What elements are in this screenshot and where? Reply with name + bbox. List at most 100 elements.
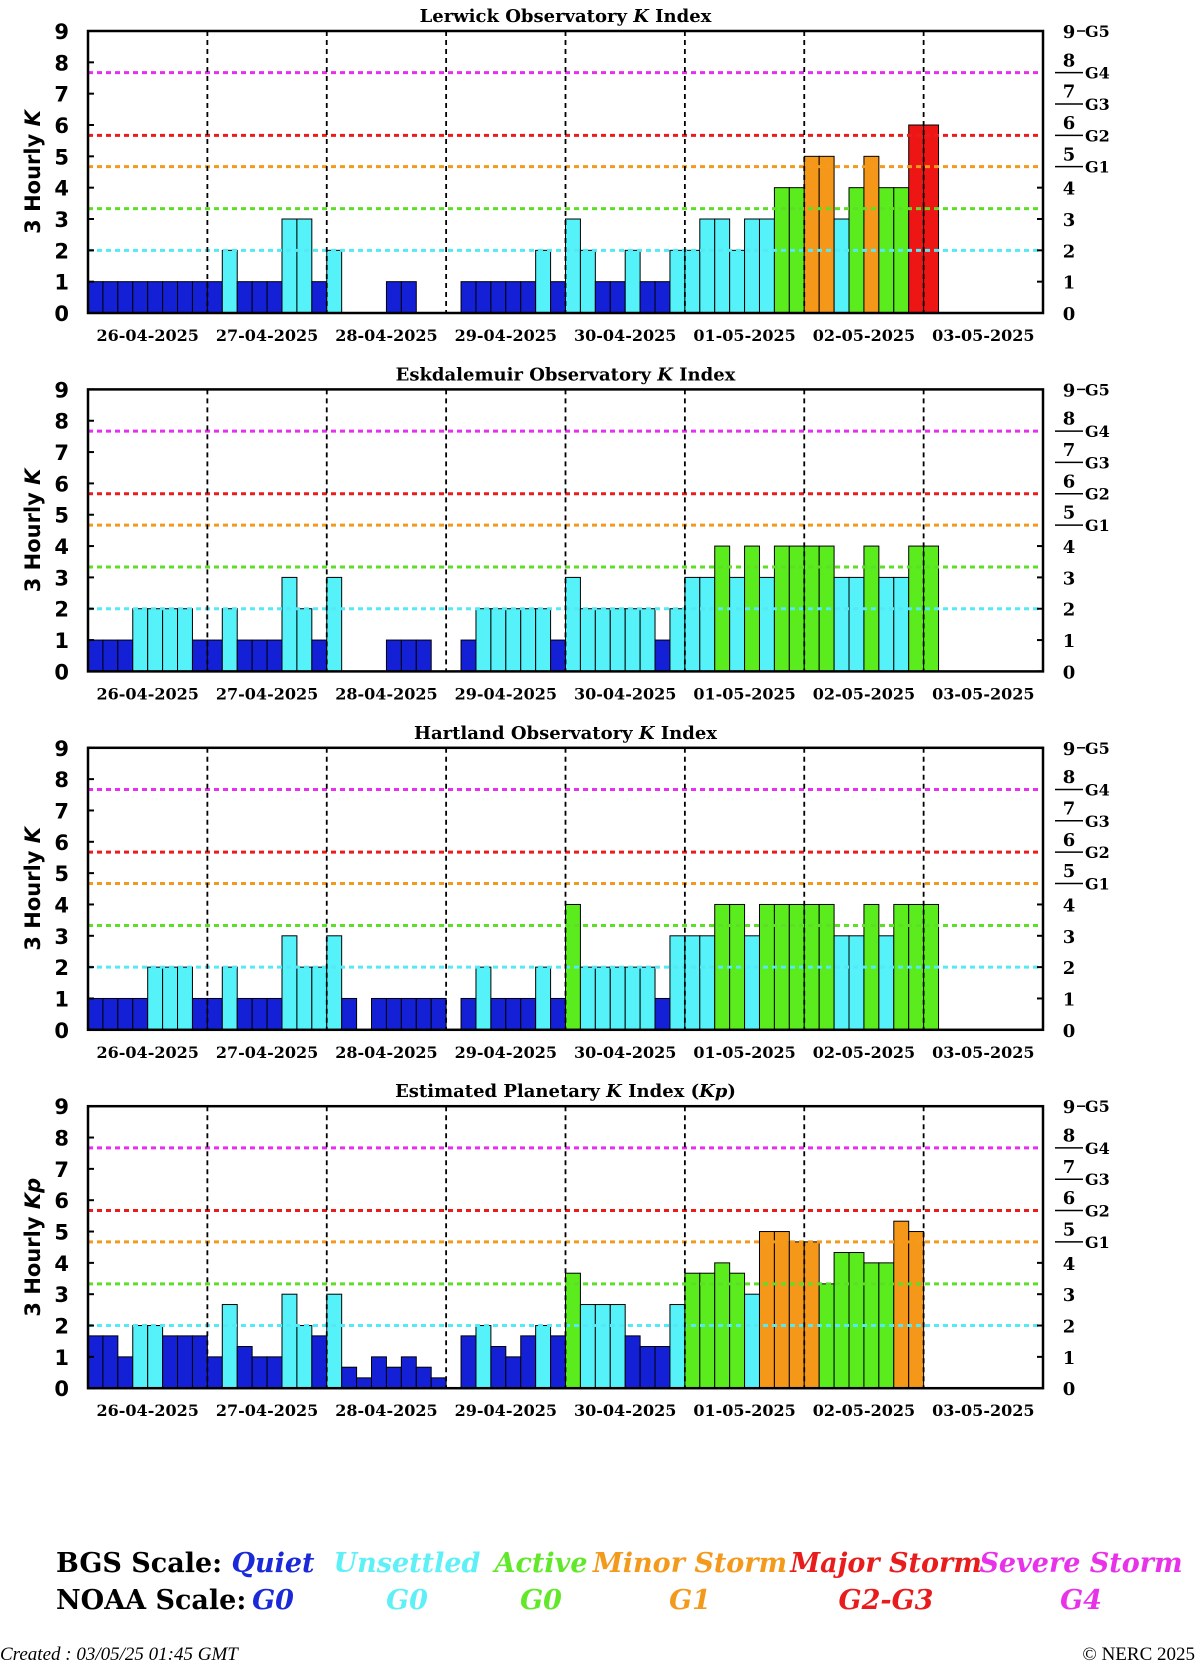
- right-tick-label: 0: [1063, 304, 1076, 325]
- k-bar: [326, 576, 343, 672]
- k-bar: [162, 1335, 179, 1389]
- y-tick-label: 1: [54, 987, 69, 1011]
- k-bar: [908, 1231, 925, 1389]
- k-bar: [699, 218, 716, 314]
- k-bar: [893, 1220, 910, 1389]
- k-bar: [878, 935, 895, 1031]
- k-bar: [520, 997, 537, 1031]
- x-date-label: 27-04-2025: [216, 684, 318, 703]
- k-bar: [251, 639, 268, 672]
- k-bar: [117, 639, 134, 672]
- k-bar: [400, 997, 417, 1031]
- x-date-label: 03-05-2025: [932, 326, 1034, 345]
- k-bar: [654, 639, 671, 672]
- k-bar: [520, 1335, 537, 1389]
- k-bar: [803, 155, 820, 314]
- x-date-label: 01-05-2025: [693, 1043, 795, 1062]
- k-bar: [460, 1335, 477, 1389]
- k-bar: [594, 281, 611, 314]
- y-tick-label: 0: [54, 660, 69, 684]
- x-date-label: 26-04-2025: [97, 326, 199, 345]
- y-tick-label: 4: [54, 535, 69, 559]
- k-bar: [550, 281, 566, 314]
- right-scale-number: 9: [1063, 739, 1076, 760]
- k-bar: [191, 997, 208, 1031]
- right-tick-label: 1: [1063, 989, 1076, 1010]
- k-bar: [326, 249, 343, 314]
- k-bar: [848, 935, 865, 1031]
- right-tick-label: 3: [1063, 210, 1076, 231]
- x-date-label: 30-04-2025: [574, 326, 676, 345]
- legend-active: Active: [494, 1548, 588, 1579]
- g-scale-label: G4: [1085, 64, 1110, 83]
- right-scale-number: 8: [1063, 1126, 1076, 1147]
- right-scale-number: 6: [1063, 113, 1076, 134]
- x-date-label: 28-04-2025: [335, 326, 437, 345]
- legend-minor-storm: Minor Storm: [592, 1548, 788, 1579]
- k-bar: [520, 608, 537, 672]
- x-date-label: 29-04-2025: [455, 684, 557, 703]
- right-tick-label: 4: [1063, 895, 1076, 916]
- right-scale-number: 5: [1063, 861, 1076, 882]
- y-tick-label: 5: [54, 862, 69, 886]
- y-tick-label: 6: [54, 114, 69, 138]
- y-tick-label: 9: [54, 1095, 69, 1119]
- k-bar: [102, 639, 119, 672]
- y-tick-label: 1: [54, 271, 69, 295]
- k-bar: [744, 218, 760, 314]
- k-bar: [296, 1325, 313, 1389]
- y-tick-label: 8: [54, 410, 69, 434]
- k-bar: [729, 249, 746, 314]
- k-bar: [609, 281, 626, 314]
- x-date-label: 28-04-2025: [335, 684, 437, 703]
- x-date-label: 28-04-2025: [335, 1401, 437, 1420]
- y-tick-label: 2: [54, 598, 69, 622]
- y-tick-label: 1: [54, 629, 69, 653]
- k-bar: [206, 997, 223, 1031]
- k-bar: [923, 124, 940, 314]
- k-bar: [594, 608, 611, 672]
- x-date-label: 30-04-2025: [574, 1401, 676, 1420]
- k-bar: [475, 608, 492, 672]
- right-tick-label: 0: [1063, 1379, 1076, 1400]
- legend-severe-storm: Severe Storm: [979, 1548, 1183, 1579]
- right-scale-number: 5: [1063, 1220, 1076, 1241]
- chart-title: Eskdalemuir Observatory K Index: [396, 364, 736, 385]
- right-scale-number: 6: [1063, 471, 1076, 492]
- x-date-label: 01-05-2025: [693, 1401, 795, 1420]
- y-tick-label: 7: [54, 441, 69, 465]
- g-scale-label: G2: [1085, 843, 1110, 862]
- k-bar: [520, 281, 537, 314]
- y-tick-label: 9: [54, 737, 69, 761]
- legend-unsettled: Unsettled: [333, 1548, 481, 1579]
- k-bar: [639, 966, 656, 1031]
- k-bar: [87, 639, 104, 672]
- k-bar: [833, 218, 850, 314]
- y-tick-label: 9: [54, 378, 69, 402]
- y-axis-label: 3 Hourly K: [21, 108, 45, 233]
- legend-noaa-quiet: G0: [252, 1585, 294, 1616]
- k-bar: [236, 997, 253, 1031]
- k-bar: [206, 281, 223, 314]
- k-bar: [147, 1325, 164, 1389]
- right-tick-label: 4: [1063, 1254, 1076, 1275]
- right-tick-label: 3: [1063, 927, 1076, 948]
- x-date-label: 03-05-2025: [932, 1043, 1034, 1062]
- chart-panel-3: Estimated Planetary K Index (Kp) 3 Hourly…: [21, 1081, 1110, 1420]
- k-bar: [460, 281, 477, 314]
- right-tick-label: 0: [1063, 1021, 1076, 1042]
- k-bar: [729, 1272, 746, 1389]
- k-bar: [296, 608, 313, 672]
- k-bar: [356, 1377, 373, 1389]
- y-tick-label: 3: [54, 208, 69, 232]
- k-bar: [565, 218, 581, 314]
- chart-title: Hartland Observatory K Index: [414, 723, 717, 744]
- k-bar: [281, 1293, 298, 1389]
- bgs-scale-legend: BGS Scale: Quiet Unsettled Active Minor …: [0, 1548, 1203, 1588]
- k-index-charts: Lerwick Observatory K Index 3 Hourly K 0 1 2…: [21, 6, 1110, 1420]
- x-date-label: 27-04-2025: [216, 326, 318, 345]
- k-bar: [191, 1335, 208, 1389]
- legend-noaa-minor-storm: G1: [669, 1585, 711, 1616]
- k-bar: [550, 997, 566, 1031]
- y-axis-label: 3 Hourly Kp: [21, 1178, 45, 1317]
